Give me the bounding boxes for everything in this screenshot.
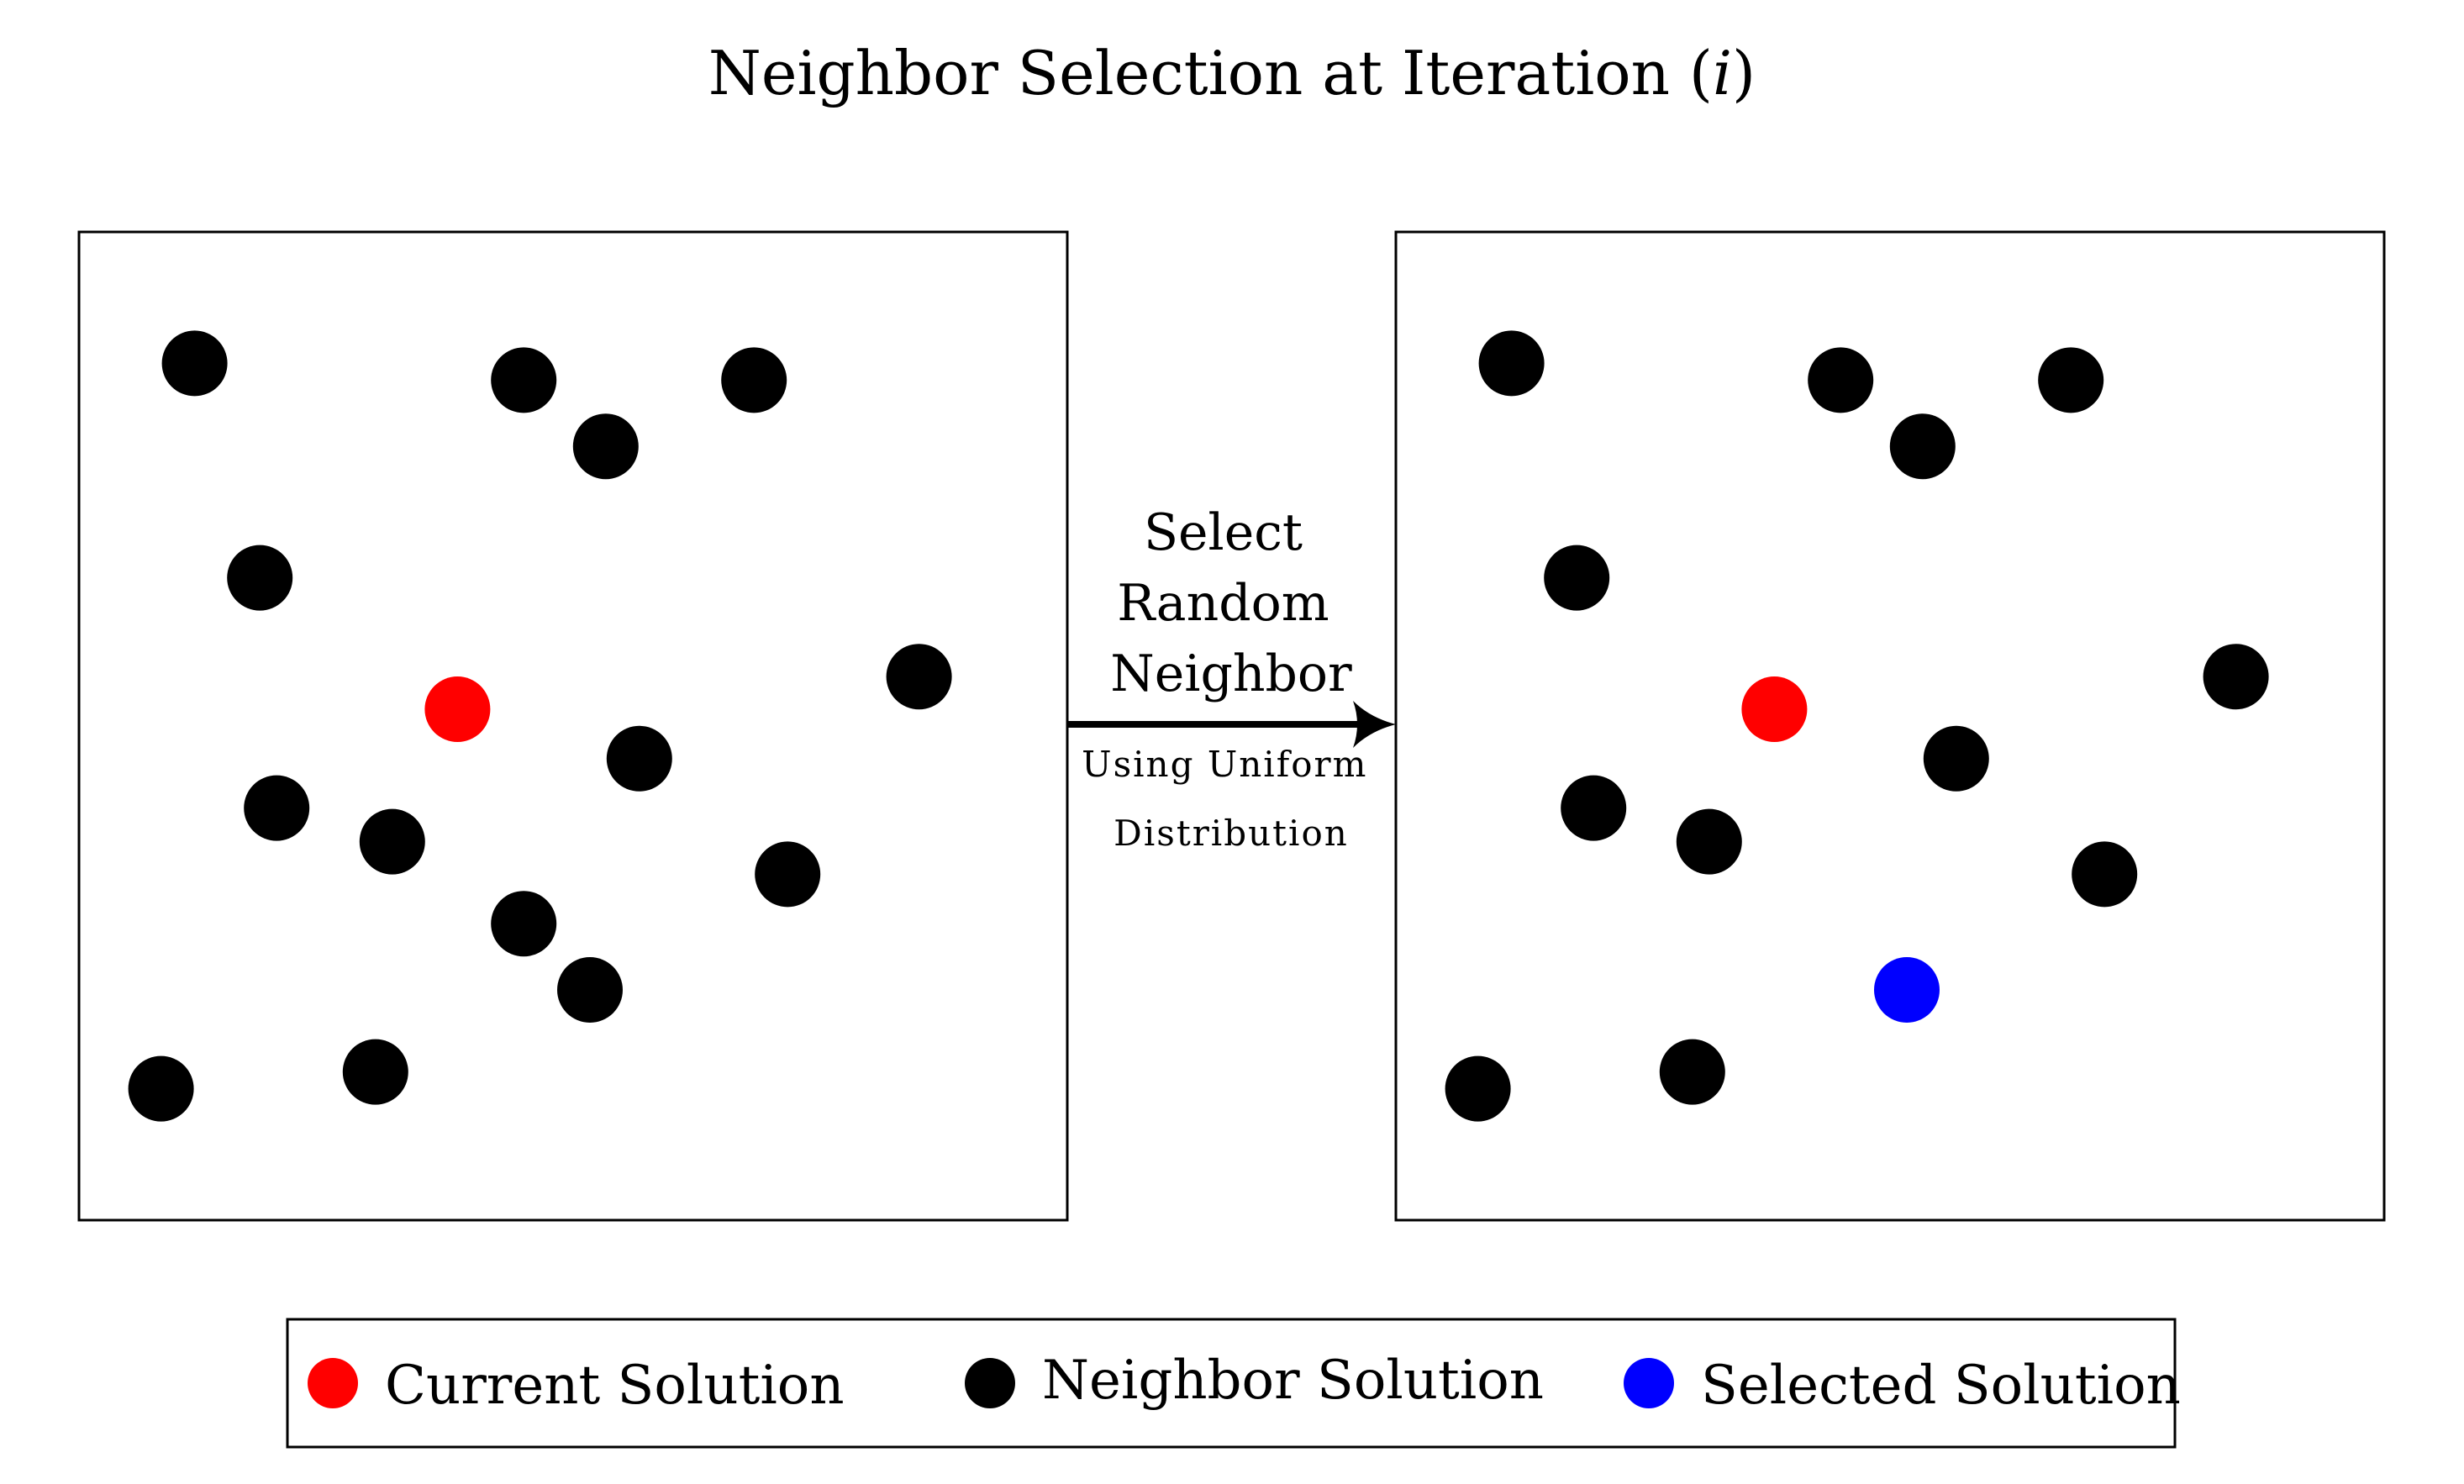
arrow-sub-line-1: Using Uniform: [1082, 744, 1367, 785]
before-current-point-7: [424, 676, 491, 742]
before-neighbor-point-8: [606, 725, 672, 792]
before-neighbor-point-6: [886, 644, 952, 710]
diagram-title: Neighbor Selection at Iteration (i): [708, 38, 1756, 108]
panel-before-points: [128, 330, 952, 1122]
panel-before-frame: [77, 230, 1069, 1222]
before-neighbor-point-4: [721, 347, 787, 413]
before-neighbor-point-11: [755, 841, 821, 908]
after-neighbor-point-9: [1561, 775, 1627, 841]
arrow-head-icon: [1353, 701, 1396, 748]
legend-current-label: Current Solution: [385, 1355, 845, 1417]
panel-after: [1394, 230, 2386, 1222]
title-suffix: ): [1732, 38, 1756, 108]
panel-after-points: [1445, 330, 2269, 1122]
panel-after-frame: [1394, 230, 2386, 1222]
legend: Current Solution Neighbor Solution Selec…: [286, 1318, 2181, 1449]
before-neighbor-point-3: [572, 413, 639, 480]
after-neighbor-point-13: [1445, 1055, 1511, 1122]
transition-arrow: Select Random Neighbor Using Uniform Dis…: [1067, 503, 1396, 854]
after-neighbor-point-3: [1889, 413, 1956, 480]
before-neighbor-point-12: [557, 957, 623, 1023]
legend-frame: [286, 1318, 2177, 1449]
title-variable: i: [1713, 38, 1732, 108]
arrow-main-line-3: Neighbor: [1110, 645, 1352, 703]
arrow-sub-label: Using Uniform Distribution: [1082, 744, 1381, 854]
arrow-sub-line-2: Distribution: [1114, 813, 1349, 854]
after-neighbor-point-5: [1544, 545, 1610, 611]
after-neighbor-point-4: [2038, 347, 2104, 413]
after-neighbor-point-2: [1808, 347, 1874, 413]
before-neighbor-point-2: [491, 347, 557, 413]
arrow-main-label: Select Random Neighbor: [1110, 503, 1352, 703]
title-prefix: Neighbor Selection at Iteration (: [708, 38, 1713, 108]
arrow-main-line-1: Select: [1144, 503, 1303, 562]
before-neighbor-point-14: [342, 1039, 408, 1105]
legend-selected-marker: [1624, 1358, 1674, 1408]
after-neighbor-point-1: [1478, 330, 1545, 397]
before-neighbor-point-9: [244, 775, 310, 841]
after-selected-point-12: [1874, 957, 1940, 1023]
after-neighbor-point-8: [1923, 725, 1989, 792]
legend-selected-label: Selected Solution: [1701, 1355, 2181, 1417]
before-neighbor-point-10: [359, 808, 425, 875]
after-neighbor-point-6: [2203, 644, 2269, 710]
legend-current-marker: [308, 1358, 358, 1408]
after-neighbor-point-11: [2072, 841, 2138, 908]
after-current-point-7: [1741, 676, 1808, 742]
before-neighbor-point-15: [491, 891, 557, 957]
legend-neighbor-label: Neighbor Solution: [1042, 1350, 1544, 1412]
panel-before: [77, 230, 1069, 1222]
before-neighbor-point-1: [161, 330, 228, 397]
legend-neighbor-marker: [965, 1358, 1015, 1408]
after-neighbor-point-10: [1676, 808, 1742, 875]
after-neighbor-point-14: [1659, 1039, 1725, 1105]
before-neighbor-point-5: [227, 545, 293, 611]
before-neighbor-point-13: [128, 1055, 194, 1122]
arrow-main-line-2: Random: [1117, 574, 1329, 633]
